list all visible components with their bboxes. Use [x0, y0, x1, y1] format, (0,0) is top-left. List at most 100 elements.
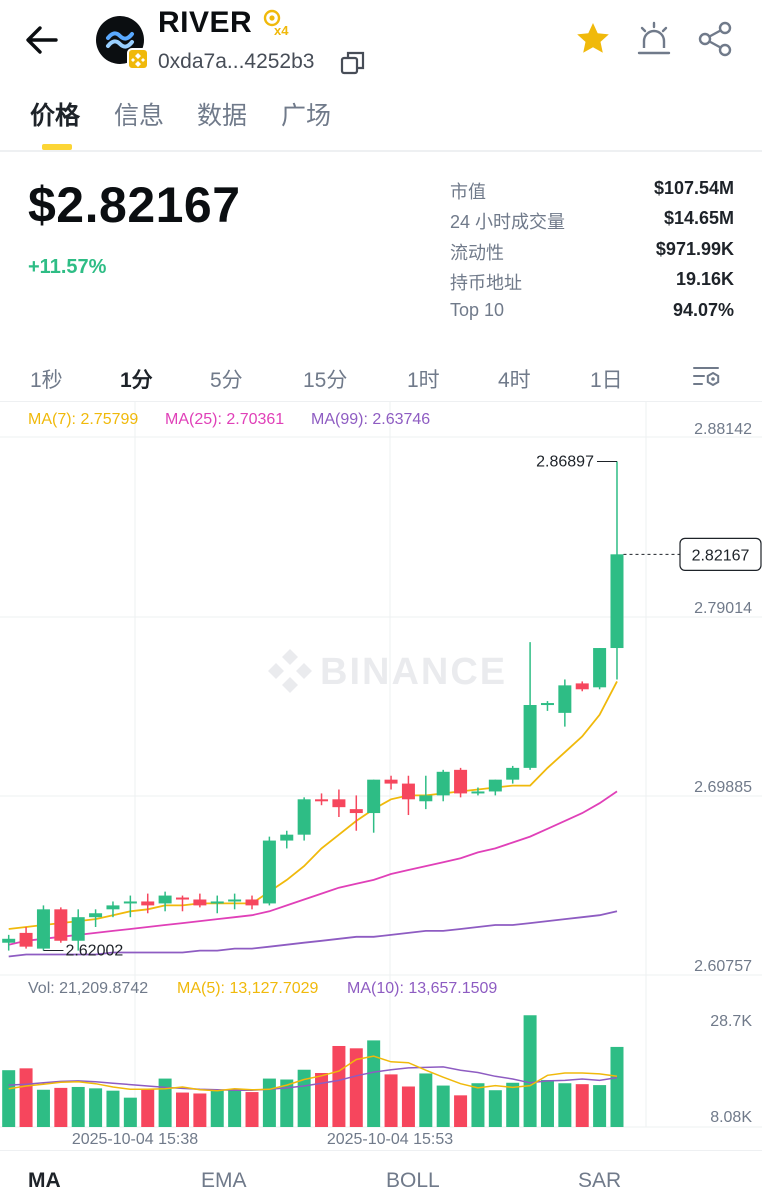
- share-icon[interactable]: [696, 20, 734, 58]
- ma25-line: [8, 790, 618, 946]
- token-address: 0xda7a...4252b3: [158, 50, 315, 73]
- price-change: +11.57%: [28, 256, 107, 278]
- boost-label: x4: [274, 23, 289, 38]
- candle-body: [471, 791, 485, 794]
- candle-up: [506, 765, 520, 784]
- volume-bar: [106, 1090, 120, 1127]
- volume-bar: [315, 1072, 329, 1127]
- interval-1h[interactable]: 1时: [407, 369, 440, 392]
- volume-bar: [367, 1040, 381, 1127]
- stat-label: 流动性: [450, 242, 504, 263]
- copy-icon[interactable]: [340, 50, 366, 76]
- volume-bar: [245, 1092, 259, 1127]
- volume-bar: [593, 1085, 607, 1127]
- indicator-ema[interactable]: EMA: [201, 1169, 247, 1192]
- volume-bar: [158, 1078, 172, 1127]
- indicator-boll[interactable]: BOLL: [386, 1169, 440, 1192]
- candle-down: [454, 767, 468, 798]
- candle-body: [106, 905, 120, 910]
- candle-body: [349, 809, 363, 814]
- favorite-star-icon[interactable]: [574, 20, 612, 58]
- binance-watermark: BINANCE: [268, 649, 505, 693]
- candle-up: [488, 779, 502, 796]
- stat-top10: Top 10 94.07%: [450, 298, 734, 328]
- volume-bar: [71, 1086, 85, 1127]
- candle-up: [523, 642, 537, 770]
- candle-down: [54, 907, 68, 943]
- stat-market-cap: 市值 $107.54M: [450, 176, 734, 206]
- interval-5m[interactable]: 5分: [210, 369, 243, 392]
- candle-down: [401, 775, 415, 816]
- token-logo: [96, 16, 144, 64]
- chart-settings-icon[interactable]: [692, 362, 722, 392]
- candle-down: [575, 681, 589, 692]
- stat-24h-volume: 24 小时成交量 $14.65M: [450, 206, 734, 236]
- candle-down: [19, 927, 33, 949]
- candle-body: [245, 899, 259, 906]
- volume-bars: [2, 1015, 624, 1127]
- volume-axis-label: 8.08K: [710, 1109, 752, 1126]
- stat-label: Top 10: [450, 299, 505, 320]
- price-axis-label: 2.69885: [694, 779, 752, 796]
- volume-bar: [349, 1048, 363, 1127]
- volume-bar: [454, 1095, 468, 1127]
- price-alert-icon[interactable]: [636, 20, 672, 58]
- indicator-sar[interactable]: SAR: [578, 1169, 622, 1192]
- back-arrow-icon[interactable]: [22, 22, 62, 58]
- candle-body: [315, 799, 329, 802]
- interval-1s[interactable]: 1秒: [30, 369, 63, 392]
- tab-square[interactable]: 广场: [281, 102, 332, 130]
- candle-body: [123, 901, 137, 904]
- interval-1d[interactable]: 1日: [590, 369, 623, 392]
- stat-holders: 持币地址 19.16K: [450, 267, 734, 297]
- volume-bar: [210, 1089, 224, 1127]
- current-price-tag-label: 2.82167: [692, 547, 750, 564]
- candle-up: [471, 787, 485, 796]
- candle-body: [141, 901, 155, 906]
- active-tab-indicator: [42, 144, 72, 150]
- volume-bar: [488, 1090, 502, 1127]
- volume-ma10-line: [8, 1066, 618, 1091]
- volume-bar: [19, 1068, 33, 1127]
- candle-up: [540, 701, 554, 711]
- volume-bar: [401, 1086, 415, 1127]
- candle-body: [158, 895, 172, 904]
- candle-up: [280, 830, 294, 849]
- candle-body: [454, 769, 468, 794]
- candle-body: [593, 648, 607, 688]
- volume-bar: [540, 1079, 554, 1127]
- interval-15m[interactable]: 15分: [303, 369, 348, 392]
- candle-body: [210, 901, 224, 904]
- tab-price[interactable]: 价格: [30, 102, 81, 130]
- price-chart[interactable]: BINANCE MA(7): 2.75799 MA(25): 2.70361 M…: [0, 402, 762, 1150]
- candle-down: [245, 895, 259, 910]
- interval-4h[interactable]: 4时: [498, 369, 531, 392]
- candle-body: [506, 767, 520, 780]
- candle-up: [71, 909, 85, 951]
- candle-body: [228, 899, 242, 902]
- candle-body: [488, 779, 502, 792]
- ma25-legend: MA(25): 2.70361: [165, 411, 284, 428]
- candle-body: [193, 899, 207, 906]
- time-axis-label: 2025-10-04 15:38: [72, 1131, 198, 1148]
- volume-bar: [332, 1045, 346, 1127]
- low-price-label: 2.62002: [65, 943, 123, 960]
- stat-value: $971.99K: [655, 238, 734, 259]
- tab-data[interactable]: 数据: [197, 102, 248, 130]
- indicator-ma[interactable]: MA: [28, 1169, 61, 1192]
- stat-label: 市值: [450, 182, 486, 202]
- volume-bar: [175, 1092, 189, 1127]
- candle-body: [280, 834, 294, 841]
- ma99-line: [8, 910, 618, 958]
- volume-legend: Vol: 21,209.8742: [28, 980, 148, 997]
- candle-body: [523, 705, 537, 768]
- candle-up: [210, 895, 224, 914]
- tab-info[interactable]: 信息: [114, 102, 165, 130]
- volume-axis-label: 28.7K: [710, 1013, 752, 1030]
- price-axis-label: 2.79014: [694, 600, 752, 617]
- volume-bar: [523, 1015, 537, 1127]
- stats-panel: 市值 $107.54M 24 小时成交量 $14.65M 流动性 $971.99…: [450, 176, 734, 328]
- volume-bar: [558, 1083, 572, 1127]
- interval-1m[interactable]: 1分: [120, 369, 153, 392]
- boost-badge[interactable]: x4: [262, 8, 294, 38]
